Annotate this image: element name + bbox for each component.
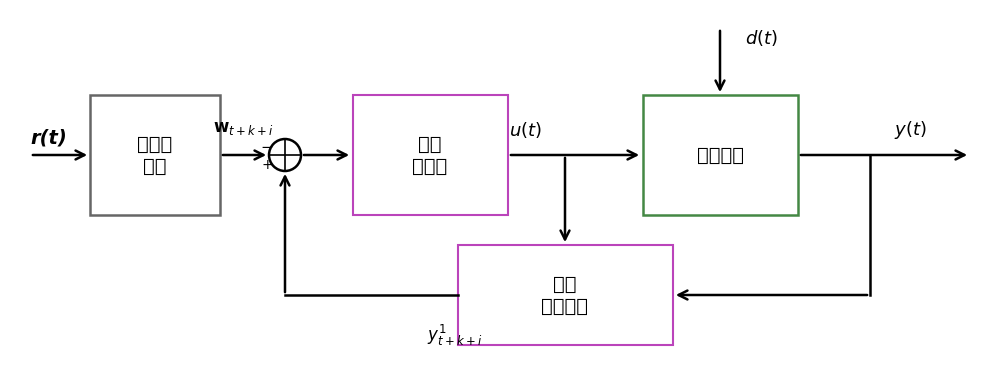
Text: $y^{1}_{t+k+i}$: $y^{1}_{t+k+i}$ bbox=[427, 323, 483, 348]
Text: 优化
控制器: 优化 控制器 bbox=[412, 135, 448, 175]
Bar bbox=[458, 245, 672, 345]
Text: r(t): r(t) bbox=[30, 128, 67, 147]
Text: 被控过程: 被控过程 bbox=[696, 146, 744, 164]
Text: $d(t)$: $d(t)$ bbox=[745, 28, 778, 48]
Bar bbox=[352, 95, 508, 215]
Bar bbox=[642, 95, 798, 215]
Text: 动态
预测模型: 动态 预测模型 bbox=[542, 274, 588, 315]
Text: 设定值
规划: 设定值 规划 bbox=[137, 135, 173, 175]
Text: $y(t)$: $y(t)$ bbox=[894, 119, 926, 141]
Text: $\mathbf{w}_{t+k+i}$: $\mathbf{w}_{t+k+i}$ bbox=[213, 119, 273, 137]
Bar bbox=[90, 95, 220, 215]
Text: +: + bbox=[261, 158, 273, 172]
Text: $u(t)$: $u(t)$ bbox=[509, 120, 541, 140]
Text: −: − bbox=[261, 141, 273, 155]
